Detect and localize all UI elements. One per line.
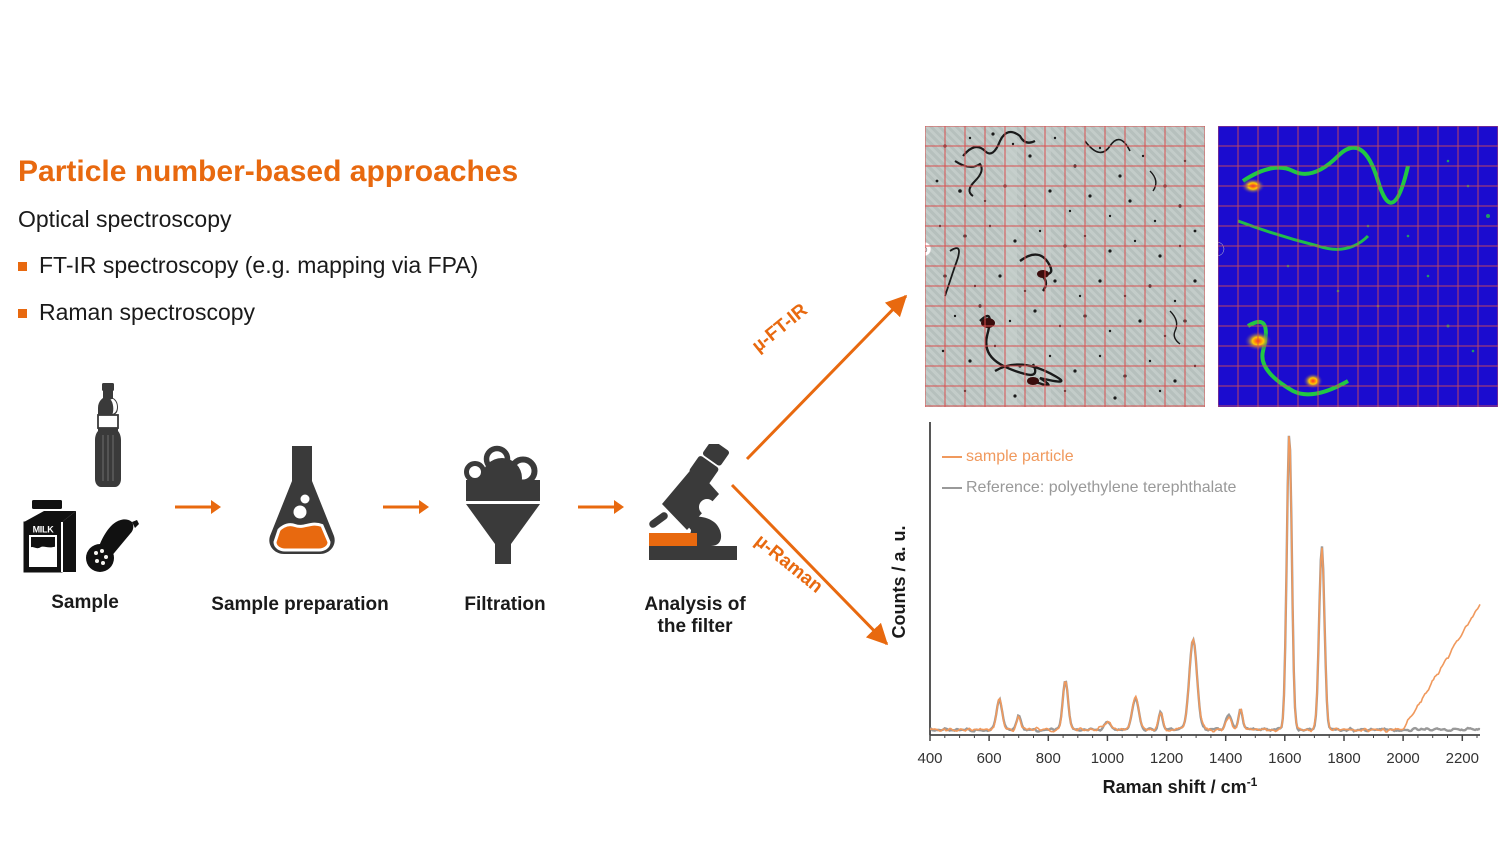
svg-text:2000: 2000 xyxy=(1386,750,1419,767)
svg-text:1400: 1400 xyxy=(1209,750,1242,767)
svg-text:1800: 1800 xyxy=(1327,750,1360,767)
svg-text:1000: 1000 xyxy=(1091,750,1124,767)
svg-text:400: 400 xyxy=(917,750,942,767)
svg-text:Counts / a. u.: Counts / a. u. xyxy=(889,525,909,638)
svg-text:Raman shift / cm-1: Raman shift / cm-1 xyxy=(1103,775,1258,797)
svg-text:2200: 2200 xyxy=(1446,750,1479,767)
svg-text:Reference: polyethylene tereph: Reference: polyethylene terephthalate xyxy=(966,479,1237,496)
svg-text:600: 600 xyxy=(977,750,1002,767)
svg-text:1600: 1600 xyxy=(1268,750,1301,767)
svg-text:sample particle: sample particle xyxy=(966,448,1074,465)
svg-text:1200: 1200 xyxy=(1150,750,1183,767)
svg-text:800: 800 xyxy=(1036,750,1061,767)
